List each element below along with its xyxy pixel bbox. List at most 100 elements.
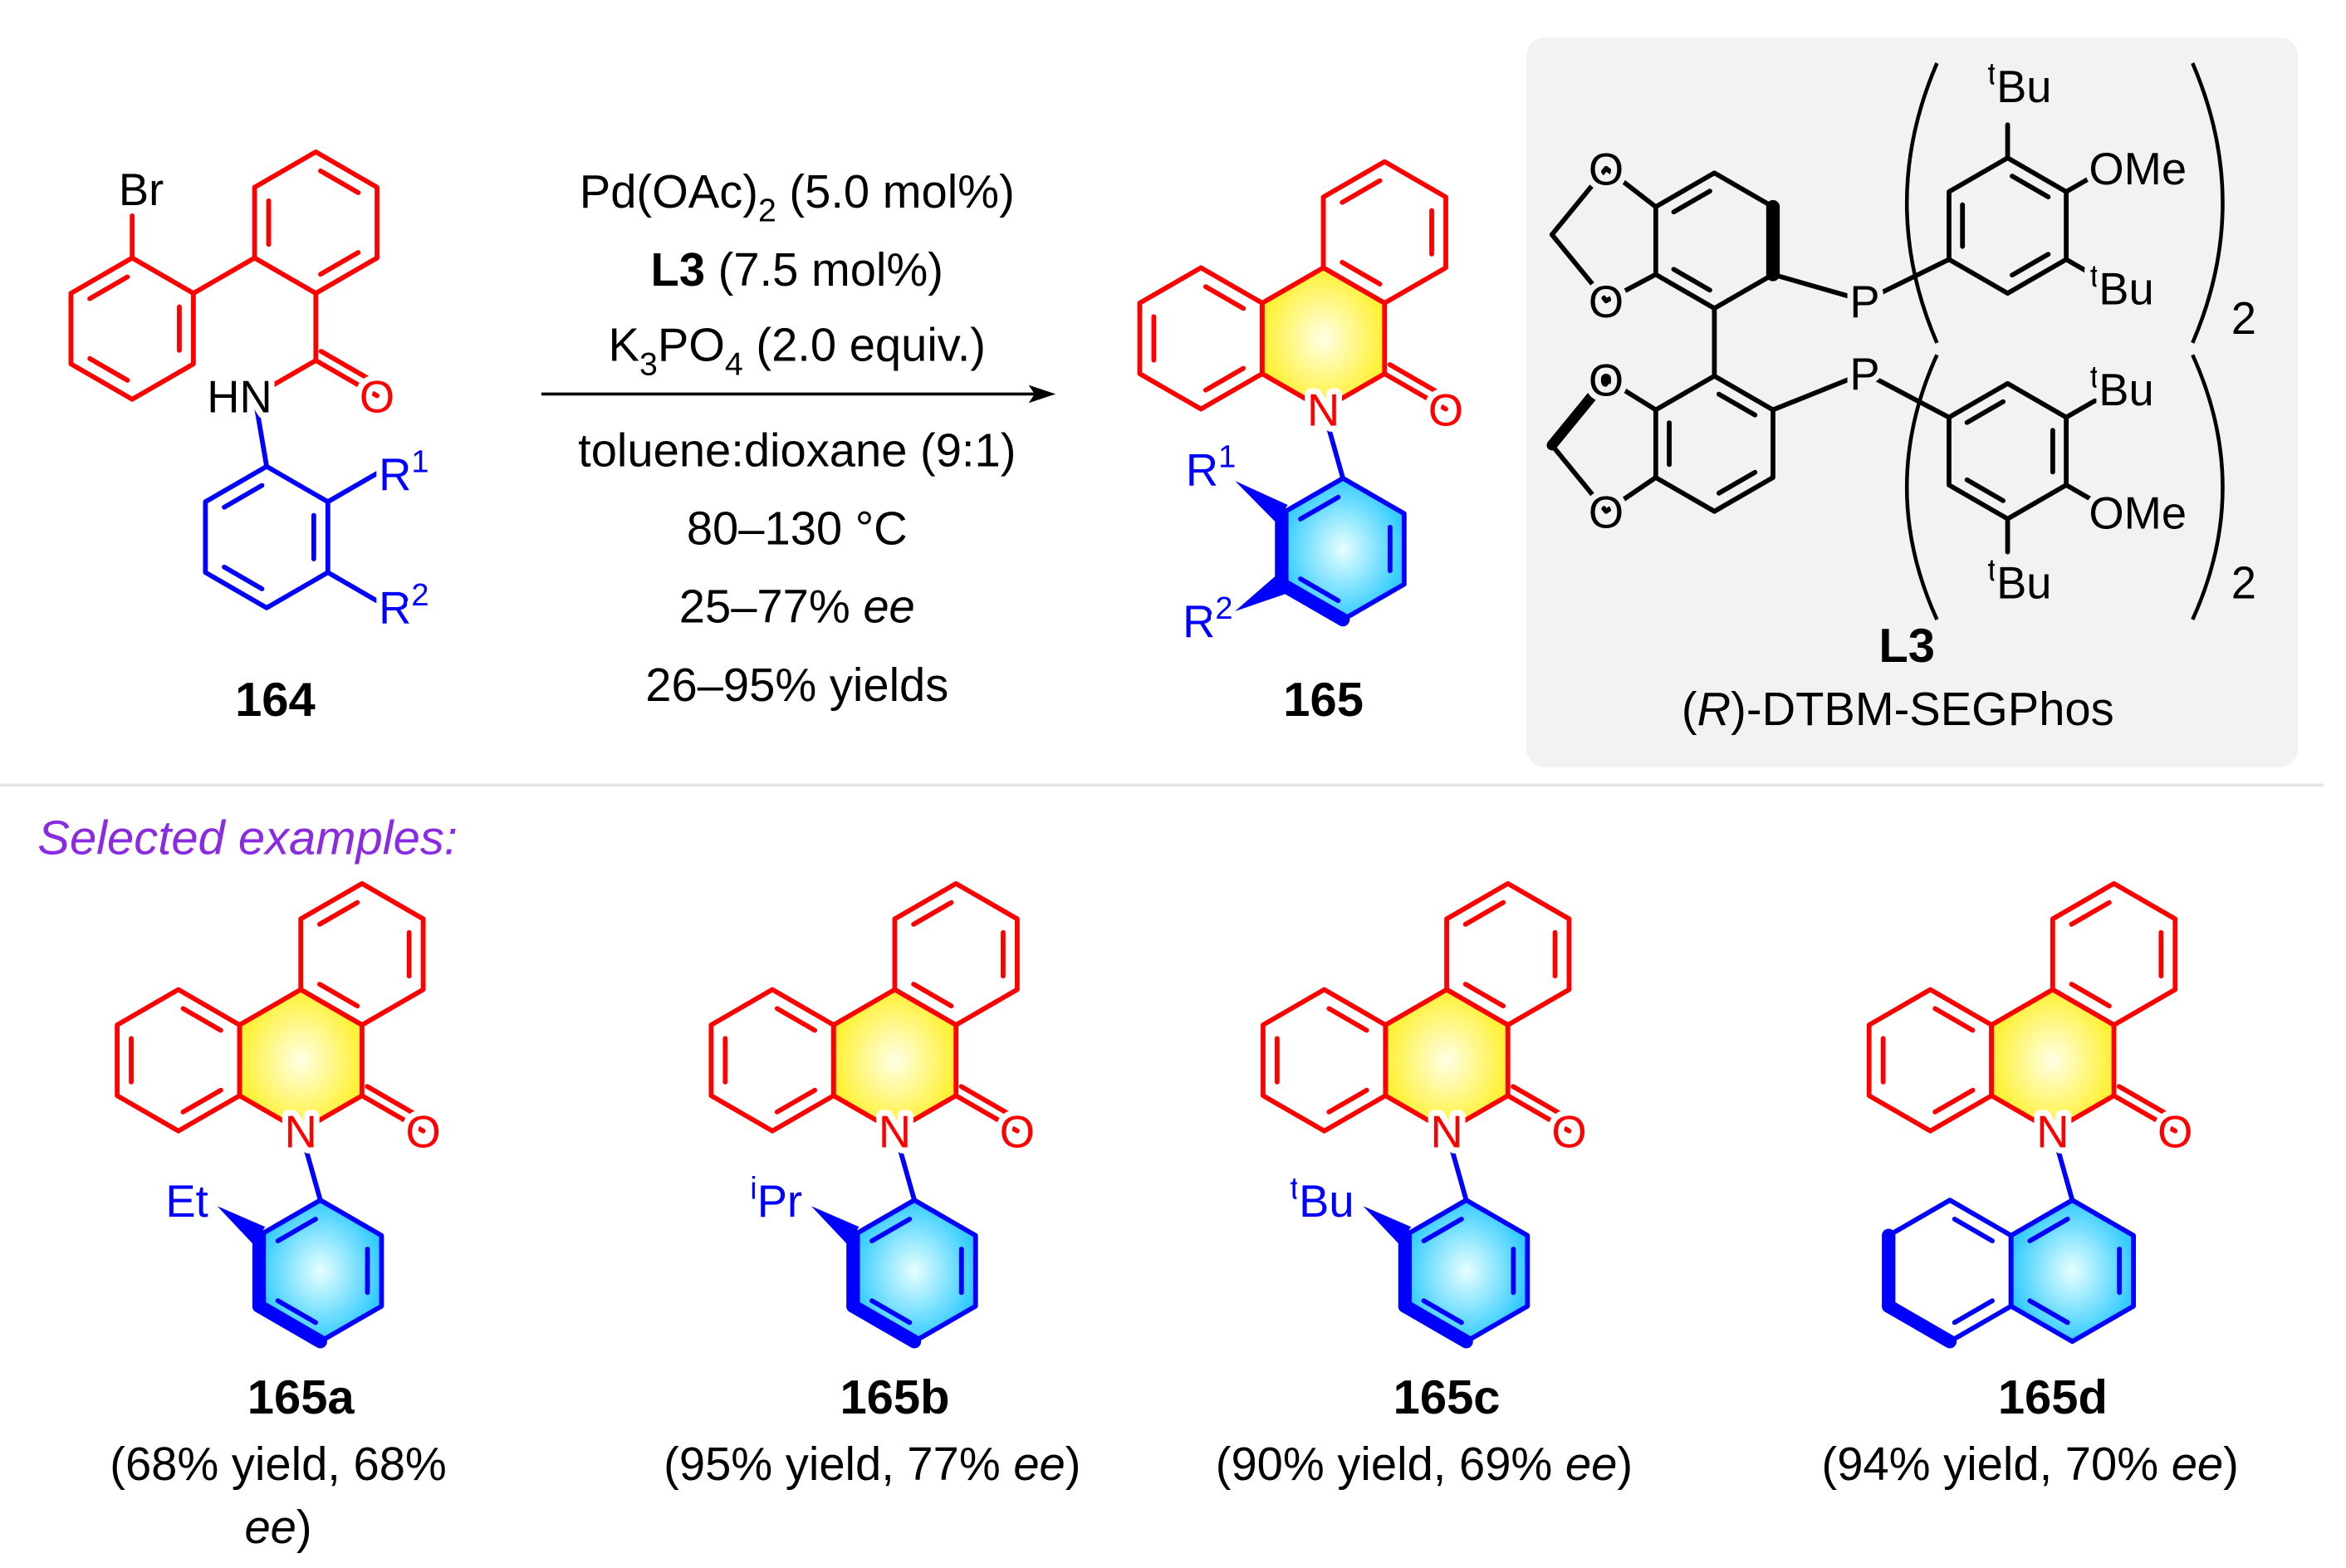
text-part: OMe	[2089, 144, 2187, 194]
arrow-head	[1028, 385, 1056, 404]
result-text: (94% yield, 70% ee)	[1822, 1438, 2239, 1490]
text-part: 165c	[1393, 1371, 1501, 1424]
text-part: O	[360, 371, 394, 422]
text-part: 1	[1218, 440, 1236, 475]
bond	[325, 570, 380, 604]
text-part: O	[1589, 355, 1624, 405]
inner-bond	[1421, 1217, 1464, 1244]
text-part: 4	[725, 345, 743, 382]
text-part: i	[750, 1171, 757, 1206]
text-part: (5.0 mol%)	[776, 165, 1015, 218]
text-part: Pd(OAc)	[580, 165, 758, 218]
text-part: P	[1849, 349, 1879, 399]
compound-label: 165c	[1393, 1371, 1501, 1424]
double-bond	[365, 1084, 431, 1125]
text-part: ee	[1013, 1438, 1065, 1490]
compound-label: 165b	[840, 1371, 949, 1424]
text-part: Bu	[1996, 558, 2051, 609]
text-part: 3	[639, 345, 658, 382]
substituent-label: OMe	[2089, 488, 2187, 539]
ligand-box	[1526, 37, 2299, 767]
inner-bond	[869, 1217, 913, 1244]
substituent-label: R1	[1186, 440, 1236, 496]
substituent-label: R1	[379, 444, 429, 500]
inner-bond	[1671, 189, 1712, 215]
text-part: Bu	[1299, 1176, 1354, 1227]
inner-bond	[222, 483, 265, 510]
double-bond	[1511, 1084, 1577, 1125]
ring	[115, 987, 242, 1134]
atom-label: O	[1589, 355, 1624, 405]
ring	[2008, 1198, 2136, 1345]
inner-bond	[316, 982, 360, 1009]
atom-label: O	[2157, 1107, 2192, 1158]
result-text: ee)	[244, 1501, 311, 1553]
text-part: t	[2090, 259, 2099, 294]
bond	[2064, 398, 2098, 420]
bond	[190, 255, 257, 296]
inner-bond	[318, 250, 361, 277]
text-part: 2	[2231, 293, 2256, 344]
bond	[1604, 475, 1658, 514]
bold-bond	[1882, 1299, 1957, 1349]
text-part: (90% yield, 69%	[1216, 1438, 1565, 1490]
double-bond	[1387, 362, 1454, 403]
inner-bond	[222, 564, 265, 591]
text-part: 2	[758, 193, 776, 229]
bond	[2064, 483, 2098, 504]
condition-text: L3 (7.5 mol%)	[651, 243, 943, 296]
text-part: 165a	[247, 1371, 355, 1424]
inner-bond	[869, 1298, 913, 1325]
parenthesis	[1905, 62, 1939, 344]
text-part: Bu	[2099, 365, 2153, 415]
atom-label: O	[1000, 1107, 1035, 1158]
inner-bond	[180, 1006, 223, 1033]
bond	[2064, 257, 2098, 279]
text-part: 164	[235, 674, 316, 727]
bond	[2111, 1093, 2178, 1134]
text-part: Br	[119, 164, 164, 215]
double-bond	[958, 1084, 1026, 1125]
condition-text: 25–77% ee	[679, 581, 915, 633]
text-part: O	[1428, 385, 1463, 435]
text-part: O	[1589, 488, 1624, 538]
inner-bond	[2010, 174, 2051, 200]
atom-label: N	[1307, 385, 1340, 435]
bond	[953, 1093, 1020, 1134]
condition-text: K3PO4 (2.0 equiv.)	[609, 319, 986, 383]
atom-label: O	[1589, 488, 1624, 538]
text-part: 165b	[840, 1371, 949, 1424]
atom-label: O	[360, 371, 394, 422]
count-label: 2	[2231, 558, 2256, 609]
inner-bond	[911, 899, 954, 927]
atom-label: O	[1589, 145, 1624, 195]
atom-label: N	[2036, 1107, 2069, 1158]
text-part: O	[1589, 145, 1624, 195]
inner-bond	[1298, 494, 1341, 522]
inner-bond	[1298, 576, 1341, 604]
bond	[2064, 173, 2098, 194]
text-part: P	[1849, 277, 1879, 327]
text-part: 80–130 °C	[687, 502, 908, 555]
atom-label: P	[1849, 349, 1879, 399]
inner-bond	[1462, 982, 1506, 1009]
bond	[1382, 371, 1448, 412]
inner-bond	[1716, 469, 1758, 496]
bond	[1549, 165, 1609, 238]
bond	[1771, 370, 1868, 413]
condition-text: toluene:dioxane (9:1)	[578, 424, 1016, 476]
substituent-label: R2	[1183, 591, 1232, 647]
text-part: ee	[2172, 1438, 2223, 1490]
text-part: N	[1430, 1107, 1462, 1158]
wedge-bond	[811, 1206, 860, 1245]
bond	[892, 1128, 917, 1203]
inner-bond	[1932, 1087, 1976, 1115]
text-part: 26–95% yields	[645, 659, 948, 711]
text-part: toluene:dioxane (9:1)	[578, 424, 1016, 476]
bond	[1549, 443, 1609, 514]
text-part: )	[2223, 1438, 2239, 1490]
text-part: t	[2090, 360, 2099, 394]
wedge-bond	[1234, 575, 1287, 612]
atom-label: N	[1430, 1107, 1462, 1158]
